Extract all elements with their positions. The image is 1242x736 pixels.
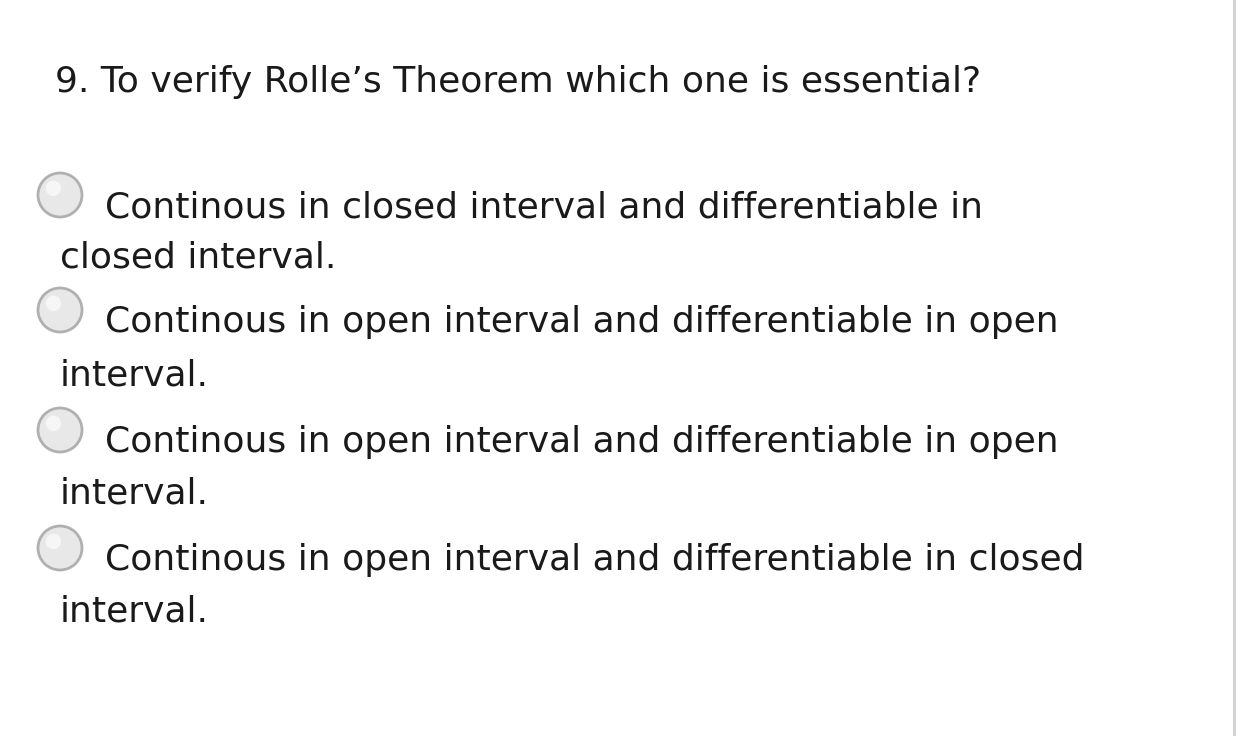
Circle shape: [46, 181, 61, 196]
Circle shape: [46, 296, 61, 311]
Text: interval.: interval.: [60, 594, 209, 628]
Text: closed interval.: closed interval.: [60, 240, 337, 274]
Text: Continous in open interval and differentiable in closed: Continous in open interval and different…: [106, 543, 1084, 577]
Circle shape: [39, 288, 82, 332]
Circle shape: [46, 416, 61, 431]
Circle shape: [39, 526, 82, 570]
Text: Continous in closed interval and differentiable in: Continous in closed interval and differe…: [106, 190, 982, 224]
Circle shape: [46, 534, 61, 549]
Text: interval.: interval.: [60, 476, 209, 510]
Text: interval.: interval.: [60, 358, 209, 392]
Circle shape: [39, 173, 82, 217]
Text: 9. To verify Rolle’s Theorem which one is essential?: 9. To verify Rolle’s Theorem which one i…: [55, 65, 981, 99]
Circle shape: [39, 408, 82, 452]
Text: Continous in open interval and differentiable in open: Continous in open interval and different…: [106, 425, 1058, 459]
Text: Continous in open interval and differentiable in open: Continous in open interval and different…: [106, 305, 1058, 339]
